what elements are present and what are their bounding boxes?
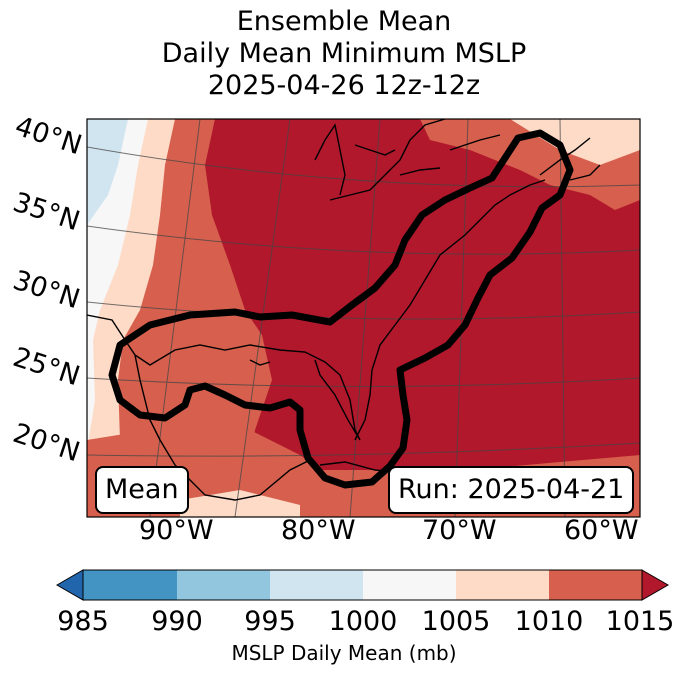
pressure-field [87, 119, 640, 517]
lon-label-60w: 60°W [564, 515, 639, 546]
colorbar-tick-1010: 1010 [514, 606, 584, 637]
colorbar-seg-1005-1010 [456, 570, 549, 600]
colorbar-tick-995: 995 [244, 606, 296, 637]
colorbar-seg-985-990 [83, 570, 177, 600]
colorbar-tick-1005: 1005 [421, 606, 491, 637]
colorbar-seg-990-995 [177, 570, 270, 600]
colorbar-label: MSLP Daily Mean (mb) [231, 641, 457, 665]
lon-label-70w: 70°W [422, 515, 497, 546]
title-line-1: Ensemble Mean [236, 6, 452, 37]
colorbar-seg-1000-1005 [363, 570, 456, 600]
colorbar-tick-1015: 1015 [605, 606, 675, 637]
colorbar-extend-high [641, 569, 670, 601]
lon-label-90w: 90°W [139, 515, 214, 546]
run-date-box: Run: 2025-04-21 [388, 466, 635, 514]
colorbar-tick-1000: 1000 [328, 606, 398, 637]
contour-outline [108, 129, 574, 489]
title-line-3: 2025-04-26 12z-12z [207, 70, 481, 101]
lon-label-80w: 80°W [281, 515, 356, 546]
mean-label-box: Mean [95, 466, 189, 514]
colorbar-extend-low [55, 569, 84, 601]
colorbar-seg-1010-1015 [549, 570, 642, 600]
colorbar-tick-985: 985 [57, 606, 109, 637]
title-line-2: Daily Mean Minimum MSLP [161, 38, 527, 69]
colorbar-tick-990: 990 [151, 606, 203, 637]
colorbar-seg-995-1000 [270, 570, 363, 600]
